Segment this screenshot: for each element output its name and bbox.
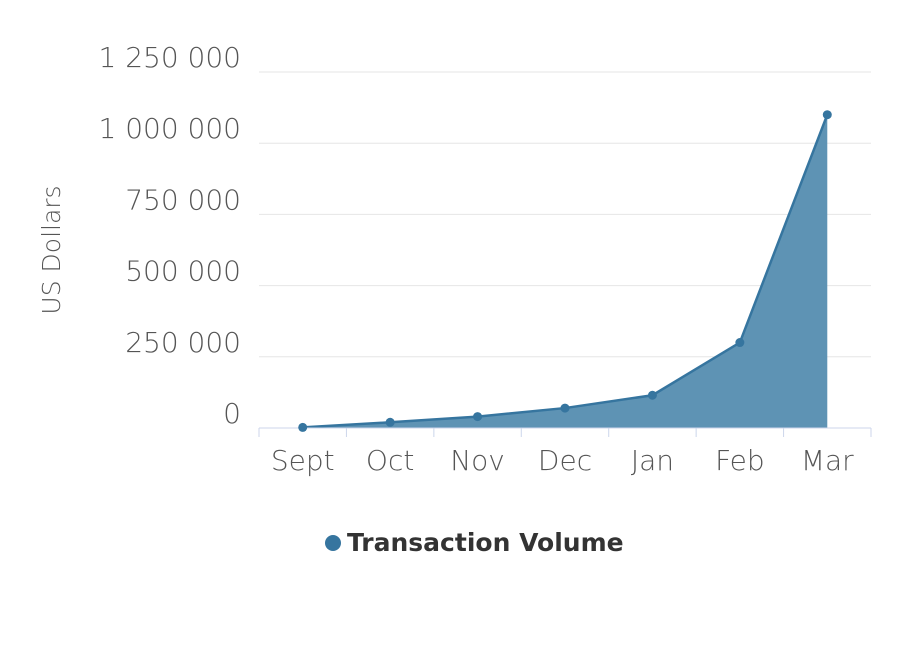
x-axis bbox=[258, 427, 872, 437]
data-point[interactable] bbox=[385, 417, 395, 427]
x-tick-label: Feb bbox=[715, 444, 765, 477]
area-fill bbox=[302, 114, 828, 428]
y-axis-title: US Dollars bbox=[37, 185, 66, 314]
y-tick-label: 1 000 000 bbox=[98, 112, 241, 145]
data-point[interactable] bbox=[473, 412, 483, 422]
y-tick-label: 250 000 bbox=[125, 326, 241, 359]
y-tick-label: 1 250 000 bbox=[98, 41, 241, 74]
y-tick-label: 500 000 bbox=[125, 255, 241, 288]
data-point[interactable] bbox=[560, 403, 570, 413]
y-tick-label: 750 000 bbox=[125, 183, 241, 216]
x-tick-label: Mar bbox=[801, 444, 854, 477]
x-tick-label: Sept bbox=[271, 444, 335, 477]
data-points bbox=[298, 110, 832, 432]
data-point[interactable] bbox=[647, 390, 657, 400]
data-point[interactable] bbox=[298, 422, 308, 432]
data-point[interactable] bbox=[735, 338, 745, 348]
x-axis-ticks: Sept Oct Nov Dec Jan Feb Mar bbox=[271, 444, 854, 477]
x-tick-label: Jan bbox=[631, 444, 674, 477]
y-axis-ticks: 0 250 000 500 000 750 000 1 000 000 1 250 000 bbox=[98, 41, 241, 430]
y-tick-label: 0 bbox=[223, 397, 241, 430]
legend-label: Transaction Volume bbox=[347, 528, 624, 557]
x-tick-label: Oct bbox=[366, 444, 414, 477]
x-tick-label: Nov bbox=[450, 444, 505, 477]
legend[interactable]: Transaction Volume bbox=[325, 528, 624, 557]
legend-marker bbox=[325, 535, 341, 551]
x-tick-label: Dec bbox=[538, 444, 592, 477]
data-point[interactable] bbox=[822, 110, 832, 120]
series-area bbox=[302, 114, 829, 429]
